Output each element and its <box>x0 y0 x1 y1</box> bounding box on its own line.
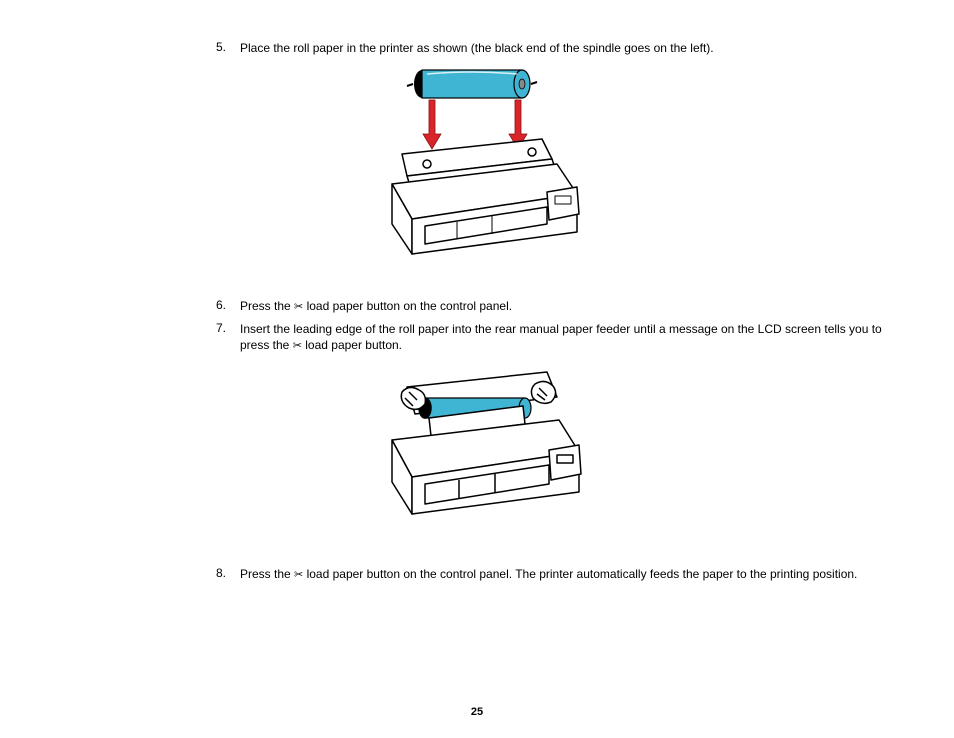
step-5: 5. Place the roll paper in the printer a… <box>30 40 924 56</box>
step-6-suffix: load paper button on the control panel. <box>303 299 512 313</box>
document-page: 5. Place the roll paper in the printer a… <box>0 0 954 738</box>
step-6-number: 6. <box>30 298 240 315</box>
load-paper-icon: ✂ <box>294 569 303 581</box>
page-number: 25 <box>0 706 954 718</box>
printer-body-icon <box>392 139 579 254</box>
illustration-2 <box>30 362 924 542</box>
step-7-text: Insert the leading edge of the roll pape… <box>240 321 924 354</box>
step-6-text: Press the ✂ load paper button on the con… <box>240 298 924 315</box>
step-6: 6. Press the ✂ load paper button on the … <box>30 298 924 315</box>
step-8-number: 8. <box>30 566 240 583</box>
step-5-number: 5. <box>30 40 240 56</box>
step-8-prefix: Press the <box>240 567 294 581</box>
hand-right-icon <box>531 381 555 403</box>
step-8-suffix: load paper button on the control panel. … <box>303 567 857 581</box>
step-7-number: 7. <box>30 321 240 354</box>
load-paper-icon: ✂ <box>293 340 302 352</box>
printer-loading-svg <box>347 64 607 269</box>
roll-paper-icon <box>407 70 537 98</box>
load-paper-icon: ✂ <box>294 301 303 313</box>
step-8: 8. Press the ✂ load paper button on the … <box>30 566 924 583</box>
illustration-1 <box>30 64 924 274</box>
step-7: 7. Insert the leading edge of the roll p… <box>30 321 924 354</box>
step-5-text: Place the roll paper in the printer as s… <box>240 40 924 56</box>
down-arrow-left-icon <box>423 100 441 149</box>
step-8-text: Press the ✂ load paper button on the con… <box>240 566 924 583</box>
step-7-suffix: load paper button. <box>302 338 402 352</box>
printer-feeding-svg <box>347 362 607 537</box>
step-6-prefix: Press the <box>240 299 294 313</box>
